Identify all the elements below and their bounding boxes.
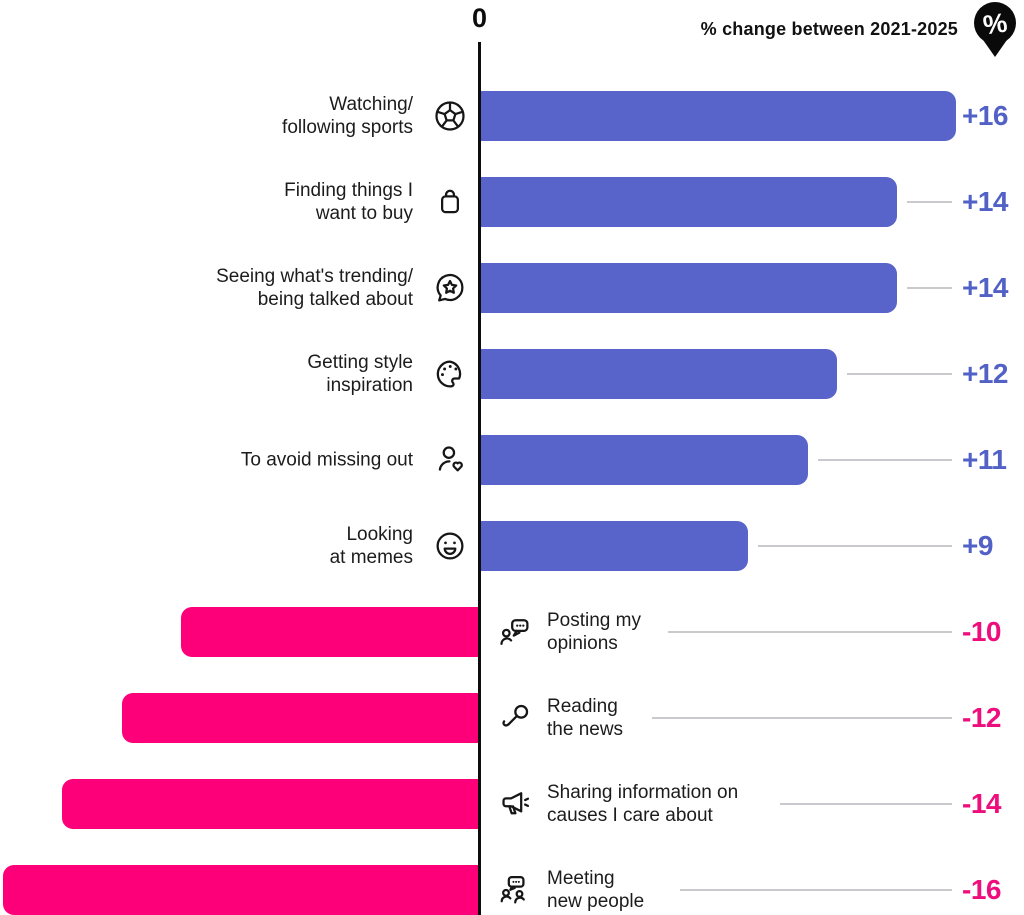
leader-line <box>780 803 952 805</box>
category-label: Sharing information on causes I care abou… <box>547 782 739 826</box>
bar <box>481 435 808 485</box>
percent-pin-icon: % <box>968 0 1022 58</box>
bar <box>481 263 897 313</box>
value-label: +9 <box>962 530 993 561</box>
value-label: -16 <box>962 874 1001 905</box>
microphone-icon <box>497 700 533 736</box>
chat-star-icon <box>432 270 468 306</box>
leader-line <box>818 459 952 461</box>
bar <box>481 521 748 571</box>
leader-line <box>758 545 952 547</box>
megaphone-icon <box>497 786 533 822</box>
value-label: +12 <box>962 358 1009 389</box>
value-label: -12 <box>962 702 1001 733</box>
leader-line <box>907 201 952 203</box>
person-heart-icon <box>432 442 468 478</box>
category-label: To avoid missing out <box>240 449 413 471</box>
value-label: +14 <box>962 272 1009 303</box>
category-label: Meeting new people <box>547 868 645 912</box>
soccer-ball-icon <box>432 98 468 134</box>
chart-header: % change between 2021-2025 % <box>701 0 1022 58</box>
palette-icon <box>432 356 468 392</box>
bar <box>62 779 478 829</box>
bar <box>481 91 956 141</box>
value-label: -10 <box>962 616 1001 647</box>
bar <box>481 177 897 227</box>
value-label: +11 <box>962 444 1007 475</box>
leader-line <box>907 287 952 289</box>
category-label: Posting my opinions <box>547 610 641 654</box>
people-chat-icon <box>497 872 533 908</box>
bar <box>181 607 478 657</box>
svg-text:%: % <box>981 7 1009 40</box>
bar <box>3 865 478 915</box>
category-label: Seeing what's trending/being talked abou… <box>216 266 413 310</box>
category-label: Getting style inspiration <box>307 352 413 396</box>
leader-line <box>847 373 952 375</box>
smiley-icon <box>432 528 468 564</box>
bar <box>122 693 478 743</box>
zero-axis-line <box>478 42 481 915</box>
value-label: -14 <box>962 788 1001 819</box>
bar <box>481 349 837 399</box>
value-label: +14 <box>962 186 1009 217</box>
leader-line <box>652 717 952 719</box>
chart-title: % change between 2021-2025 <box>700 18 958 39</box>
category-label: Reading the news <box>547 696 624 740</box>
category-label: Watching/following sports <box>282 94 413 138</box>
leader-line <box>680 889 952 891</box>
category-label: Looking at memes <box>329 524 413 568</box>
leader-line <box>668 631 952 633</box>
person-chat-icon <box>497 614 533 650</box>
value-label: +16 <box>962 100 1009 131</box>
axis-zero-label: 0 <box>471 3 488 33</box>
shopping-bag-icon <box>432 184 468 220</box>
